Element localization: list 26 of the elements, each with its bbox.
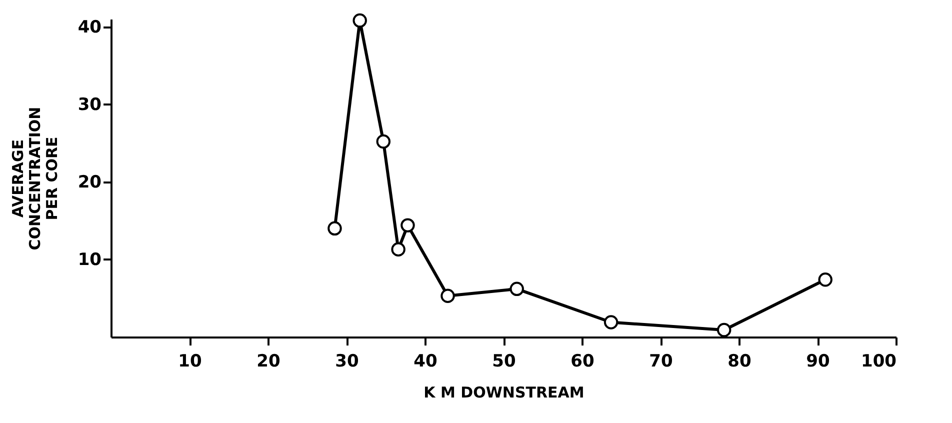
x-tick-label: 70: [649, 352, 673, 372]
x-tick-label: 50: [492, 352, 516, 372]
x-axis-title: K M DOWNSTREAM: [424, 384, 584, 402]
x-tick-label: 80: [728, 352, 752, 372]
point: [818, 272, 832, 287]
y-tick-label: 30: [78, 94, 102, 115]
point: [440, 288, 455, 304]
point: [328, 221, 342, 236]
y-tick-label: 10: [78, 250, 102, 270]
y-tick-label: 20: [78, 172, 102, 192]
point: [604, 315, 618, 330]
x-tick-label: 90: [806, 352, 830, 372]
point: [716, 322, 732, 338]
x-tick-label: 100: [861, 352, 897, 372]
x-tick-label: 20: [256, 352, 280, 372]
point: [352, 13, 367, 28]
point: [400, 218, 415, 232]
x-tick-label: 60: [570, 352, 594, 372]
x-tick-label: 40: [414, 352, 438, 372]
point: [510, 282, 524, 296]
x-tick-label: 30: [335, 352, 359, 372]
point: [376, 134, 391, 149]
point: [391, 242, 406, 256]
y-tick-label: 40: [78, 17, 102, 38]
y-axis-title: AVERAGE CONCENTRATION PER CORE: [8, 106, 61, 250]
x-tick-label: 10: [178, 352, 202, 372]
